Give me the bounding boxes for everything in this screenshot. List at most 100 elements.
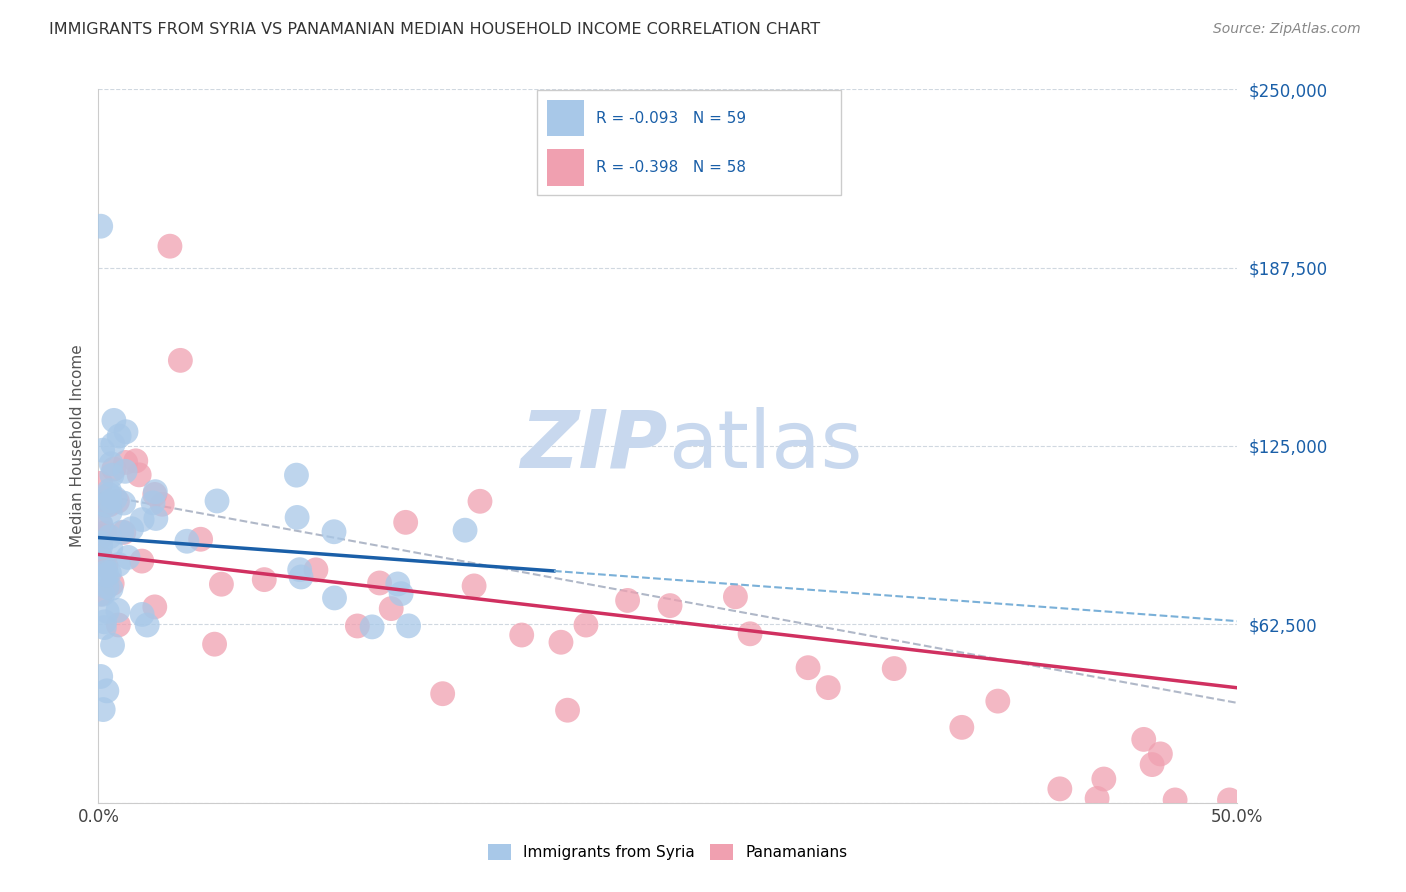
Point	[90, 587, 112, 601]
Point	[557, 703, 579, 717]
Point	[1092, 772, 1115, 786]
Point	[108, 429, 131, 443]
Point	[121, 522, 143, 536]
Y-axis label: Median Household Income: Median Household Income	[69, 344, 84, 548]
Point	[94, 558, 117, 573]
Point	[103, 413, 125, 427]
Point	[91, 443, 114, 458]
Point	[98, 498, 121, 512]
Point	[159, 239, 181, 253]
Point	[987, 694, 1010, 708]
Point	[101, 576, 124, 591]
Point	[107, 603, 129, 617]
Point	[387, 577, 409, 591]
Point	[90, 476, 112, 491]
Point	[143, 599, 166, 614]
Point	[145, 484, 167, 499]
Point	[112, 496, 135, 510]
Point	[100, 582, 122, 596]
Point	[190, 533, 212, 547]
Point	[93, 558, 115, 573]
Point	[209, 577, 232, 591]
Point	[97, 487, 120, 501]
Text: atlas: atlas	[668, 407, 862, 485]
Bar	[547, 149, 583, 186]
Point	[96, 498, 118, 512]
Point	[380, 601, 402, 615]
Point	[361, 620, 384, 634]
Point	[432, 687, 454, 701]
Point	[125, 454, 148, 468]
Bar	[547, 100, 583, 136]
Point	[93, 556, 115, 570]
Point	[91, 587, 114, 601]
Point	[93, 497, 115, 511]
Point	[90, 540, 112, 554]
Point	[107, 558, 129, 572]
Point	[98, 566, 121, 580]
Point	[136, 618, 159, 632]
Point	[96, 568, 118, 582]
Point	[1149, 747, 1171, 761]
Point	[90, 536, 112, 550]
Point	[98, 530, 121, 544]
Point	[93, 615, 115, 629]
Point	[305, 563, 328, 577]
Point	[1164, 793, 1187, 807]
Point	[398, 619, 420, 633]
Point	[90, 518, 112, 533]
Point	[93, 621, 115, 635]
Text: ZIP: ZIP	[520, 407, 668, 485]
Point	[797, 661, 820, 675]
FancyBboxPatch shape	[537, 90, 841, 195]
Point	[96, 683, 118, 698]
Point	[143, 487, 166, 501]
Legend: Immigrants from Syria, Panamanians: Immigrants from Syria, Panamanians	[482, 838, 853, 866]
Point	[253, 573, 276, 587]
Point	[101, 437, 124, 451]
Text: R = -0.398   N = 58: R = -0.398 N = 58	[596, 160, 747, 175]
Point	[101, 468, 124, 483]
Point	[128, 467, 150, 482]
Point	[883, 662, 905, 676]
Point	[323, 591, 346, 605]
Text: Source: ZipAtlas.com: Source: ZipAtlas.com	[1213, 22, 1361, 37]
Point	[368, 576, 391, 591]
Point	[659, 599, 682, 613]
Point	[176, 534, 198, 549]
Point	[1132, 732, 1154, 747]
Point	[454, 523, 477, 537]
Point	[738, 627, 761, 641]
Point	[98, 494, 121, 508]
Point	[131, 554, 153, 568]
Point	[90, 669, 112, 683]
Point	[98, 483, 121, 498]
Point	[93, 497, 115, 511]
Point	[285, 510, 308, 524]
Point	[96, 604, 118, 618]
Text: IMMIGRANTS FROM SYRIA VS PANAMANIAN MEDIAN HOUSEHOLD INCOME CORRELATION CHART: IMMIGRANTS FROM SYRIA VS PANAMANIAN MEDI…	[49, 22, 820, 37]
Point	[111, 525, 134, 540]
Point	[131, 607, 153, 622]
Point	[145, 511, 167, 525]
Point	[114, 455, 136, 469]
Point	[724, 590, 747, 604]
Point	[468, 494, 491, 508]
Point	[90, 219, 112, 234]
Point	[395, 516, 418, 530]
Point	[290, 570, 312, 584]
Point	[205, 494, 228, 508]
Point	[817, 681, 839, 695]
Point	[510, 628, 533, 642]
Point	[96, 580, 118, 594]
Point	[100, 541, 122, 555]
Point	[131, 513, 153, 527]
Point	[104, 491, 127, 506]
Point	[285, 468, 308, 483]
Point	[1140, 757, 1163, 772]
Point	[101, 638, 124, 652]
Point	[550, 635, 572, 649]
Point	[98, 505, 121, 519]
Point	[103, 462, 125, 476]
Point	[90, 550, 112, 565]
